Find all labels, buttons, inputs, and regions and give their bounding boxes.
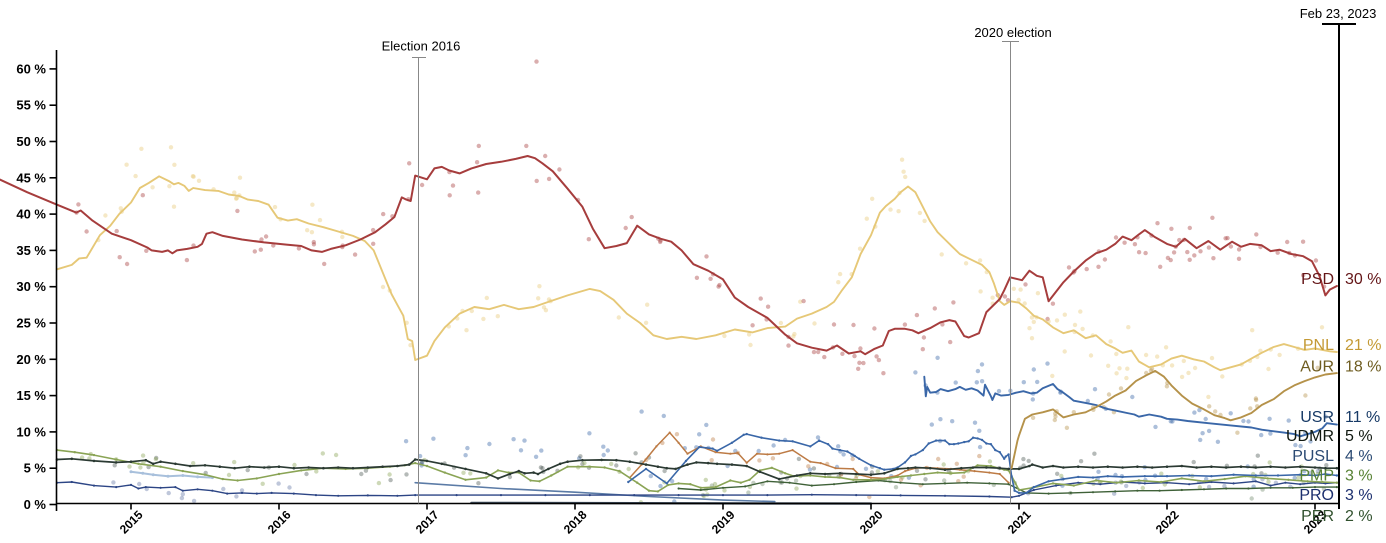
svg-text:35 %: 35 %: [16, 243, 46, 258]
svg-text:25 %: 25 %: [16, 316, 46, 331]
svg-text:3 %: 3 %: [1345, 487, 1373, 504]
svg-text:PRO: PRO: [1299, 487, 1334, 504]
svg-text:2020 election: 2020 election: [974, 25, 1051, 40]
svg-text:PMP: PMP: [1299, 468, 1334, 485]
svg-text:0 %: 0 %: [24, 497, 47, 512]
svg-text:UDMR: UDMR: [1286, 428, 1334, 445]
svg-text:AUR: AUR: [1300, 359, 1334, 376]
svg-text:Feb 23, 2023: Feb 23, 2023: [1300, 6, 1377, 21]
svg-text:30 %: 30 %: [1345, 271, 1381, 288]
svg-text:PSD: PSD: [1301, 271, 1334, 288]
svg-text:60 %: 60 %: [16, 61, 46, 76]
svg-text:45 %: 45 %: [16, 170, 46, 185]
svg-text:55 %: 55 %: [16, 98, 46, 113]
svg-text:5 %: 5 %: [1345, 428, 1373, 445]
svg-text:40 %: 40 %: [16, 207, 46, 222]
svg-text:50 %: 50 %: [16, 134, 46, 149]
svg-text:21 %: 21 %: [1345, 337, 1381, 354]
svg-text:4 %: 4 %: [1345, 448, 1373, 465]
svg-text:30 %: 30 %: [16, 279, 46, 294]
svg-text:PUSL: PUSL: [1292, 448, 1334, 465]
svg-text:5 %: 5 %: [24, 461, 47, 476]
svg-text:20 %: 20 %: [16, 352, 46, 367]
svg-text:USR: USR: [1300, 409, 1334, 426]
svg-text:PNL: PNL: [1303, 337, 1334, 354]
svg-text:2 %: 2 %: [1345, 508, 1373, 525]
svg-text:PER: PER: [1301, 508, 1334, 525]
svg-text:3 %: 3 %: [1345, 468, 1373, 485]
svg-text:10 %: 10 %: [16, 424, 46, 439]
svg-text:11 %: 11 %: [1345, 409, 1380, 426]
svg-text:Election 2016: Election 2016: [382, 39, 461, 54]
svg-text:18 %: 18 %: [1345, 359, 1381, 376]
svg-text:15 %: 15 %: [16, 388, 46, 403]
